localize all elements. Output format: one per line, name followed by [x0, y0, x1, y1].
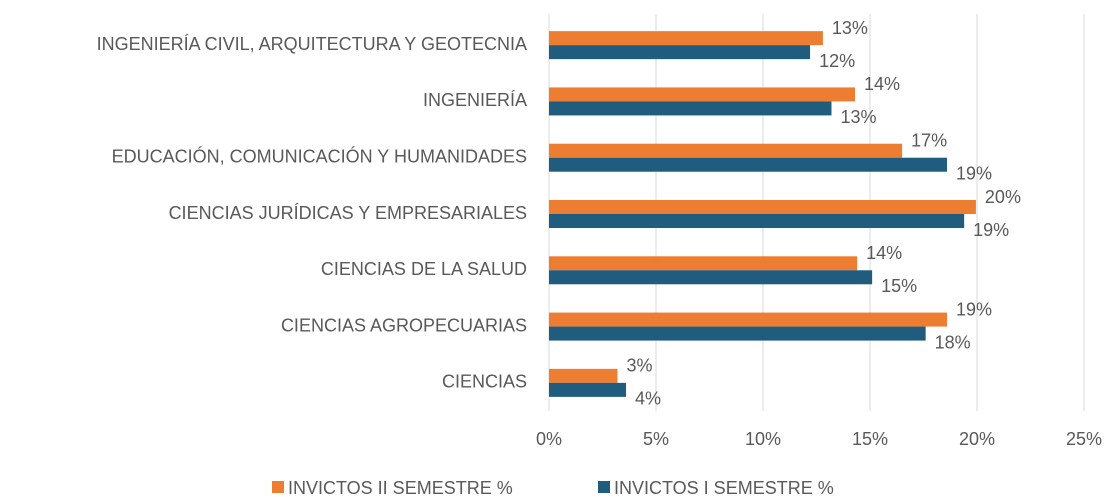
bar	[549, 326, 926, 341]
data-label: 19%	[956, 299, 992, 319]
data-label: 20%	[985, 187, 1021, 207]
bar	[549, 157, 948, 172]
legend-label: INVICTOS II SEMESTRE %	[288, 478, 513, 497]
category-label: INGENIERÍA	[423, 90, 527, 110]
bar	[549, 256, 858, 271]
bar	[549, 214, 965, 228]
bar	[549, 143, 903, 158]
data-label: 13%	[832, 18, 868, 38]
x-tick-label: 25%	[1066, 429, 1102, 449]
legend-label: INVICTOS I SEMESTRE %	[614, 478, 834, 497]
x-tick-label: 20%	[959, 429, 995, 449]
category-label: EDUCACIÓN, COMUNICACIÓN Y HUMANIDADES	[112, 145, 527, 166]
bar	[549, 101, 832, 116]
data-label: 19%	[973, 220, 1009, 240]
legend-swatch	[598, 481, 610, 493]
category-label: CIENCIAS AGROPECUARIAS	[281, 315, 527, 335]
data-label: 13%	[840, 107, 876, 127]
category-label: CIENCIAS DE LA SALUD	[321, 259, 527, 279]
bar	[549, 312, 948, 327]
category-label: INGENIERÍA CIVIL, ARQUITECTURA Y GEOTECN…	[97, 34, 527, 54]
bar	[549, 382, 627, 397]
data-label: 12%	[819, 51, 855, 71]
x-tick-label: 0%	[536, 429, 562, 449]
bar	[549, 270, 873, 285]
bar	[549, 368, 618, 383]
data-label: 18%	[935, 332, 971, 352]
data-label: 4%	[635, 389, 661, 409]
data-label: 17%	[911, 130, 947, 150]
x-tick-label: 10%	[745, 429, 781, 449]
bar	[549, 45, 811, 60]
data-label: 14%	[866, 243, 902, 263]
data-label: 3%	[626, 356, 652, 376]
x-tick-label: 15%	[852, 429, 888, 449]
bar	[549, 31, 823, 46]
data-label: 19%	[956, 163, 992, 183]
legend-swatch	[272, 481, 284, 493]
x-tick-label: 5%	[643, 429, 669, 449]
data-label: 15%	[881, 276, 917, 296]
category-label: CIENCIAS JURÍDICAS Y EMPRESARIALES	[169, 203, 527, 223]
category-label: CIENCIAS	[442, 372, 527, 392]
bar	[549, 200, 976, 214]
data-label: 14%	[864, 74, 900, 94]
bar	[549, 87, 856, 102]
